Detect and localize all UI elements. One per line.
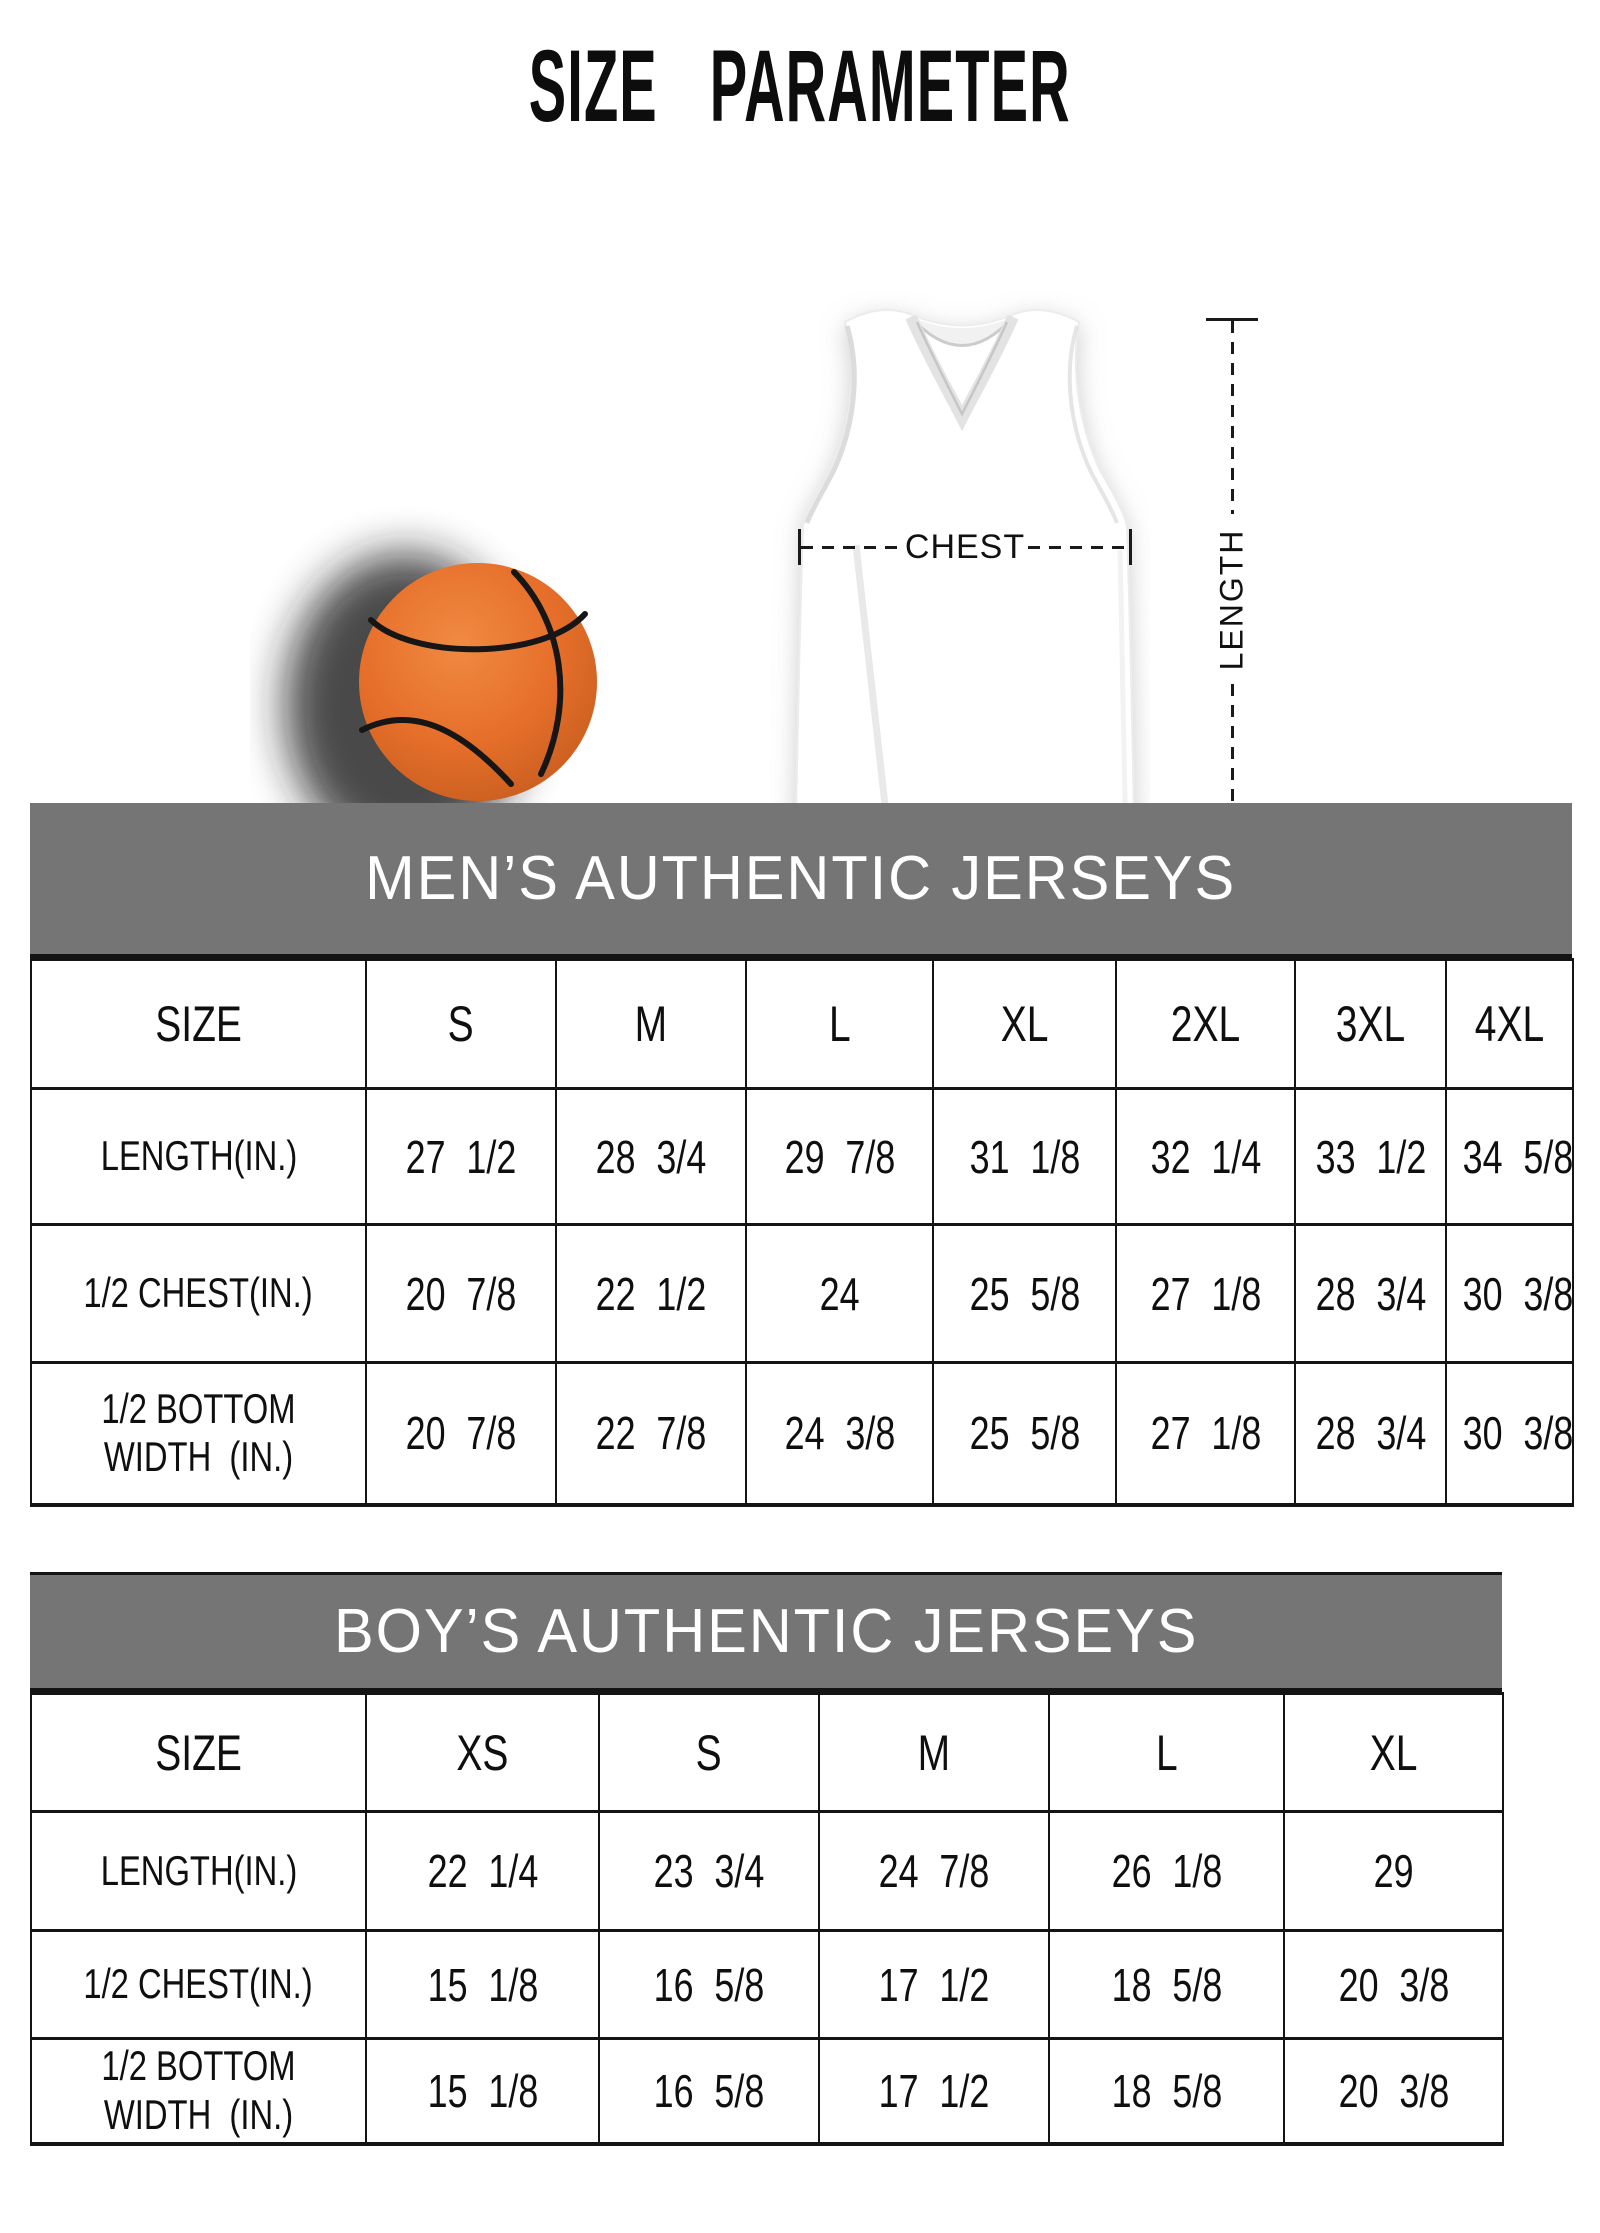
- chest-tick-left: [798, 529, 801, 565]
- length-dimension-line: LENGTH: [1204, 318, 1260, 880]
- row-label: LENGTH(IN.): [30, 1087, 367, 1226]
- mens-chest-row: 1/2 CHEST(IN.) 20 7/8 22 1/2 24 25 5/8 2…: [30, 1223, 1574, 1364]
- page-title: SIZE PARAMETER: [0, 28, 1600, 144]
- chest-tick-right: [1129, 529, 1133, 565]
- boys-chest-row: 1/2 CHEST(IN.) 15 1/8 16 5/8 17 1/2 18 5…: [30, 1929, 1504, 2040]
- table-cell: 15 1/8: [365, 1929, 600, 2040]
- table-cell: 32 1/4: [1115, 1087, 1296, 1226]
- table-cell: 26 1/8: [1048, 1810, 1285, 1932]
- ball-body: [359, 563, 597, 801]
- boys-length-row: LENGTH(IN.) 22 1/4 23 3/4 24 7/8 26 1/8 …: [30, 1810, 1504, 1932]
- table-cell: 20 7/8: [365, 1223, 557, 1364]
- boys-corner-label: SIZE: [155, 1724, 242, 1781]
- boys-table-banner: BOY’S AUTHENTIC JERSEYS: [30, 1572, 1502, 1692]
- jersey-left-armhole: [804, 325, 857, 524]
- table-cell: 28 3/4: [555, 1087, 747, 1226]
- table-cell: 29 7/8: [745, 1087, 934, 1226]
- mens-header-row: SIZE S M L XL 2XL 3XL 4XL: [30, 958, 1574, 1090]
- table-cell: 17 1/2: [818, 1929, 1050, 2040]
- boys-bottom-width-row: 1/2 BOTTOM WIDTH (IN.) 15 1/8 16 5/8 17 …: [30, 2037, 1504, 2145]
- table-cell: 16 5/8: [598, 2037, 820, 2145]
- table-cell: 22 1/4: [365, 1810, 600, 1932]
- jersey-fold-line-right: [1117, 549, 1129, 851]
- mens-table-title: MEN’S AUTHENTIC JERSEYS: [365, 844, 1237, 913]
- mens-size-table: SIZE S M L XL 2XL 3XL 4XL LENGTH(IN.) 27…: [30, 958, 1574, 1507]
- column-header: M: [818, 1692, 1050, 1813]
- table-cell: 23 3/4: [598, 1810, 820, 1932]
- row-label: 1/2 BOTTOM WIDTH (IN.): [30, 1361, 367, 1506]
- table-cell: 22 7/8: [555, 1361, 747, 1506]
- row-label: 1/2 BOTTOM WIDTH (IN.): [30, 2037, 367, 2145]
- table-cell: 29: [1283, 1810, 1504, 1932]
- column-header: S: [598, 1692, 820, 1813]
- table-cell: 28 3/4: [1294, 1361, 1447, 1506]
- jersey-vneck-band: [905, 314, 1019, 432]
- table-cell: 27 1/8: [1115, 1361, 1296, 1506]
- table-cell: 24 3/8: [745, 1361, 934, 1506]
- table-cell: 17 1/2: [818, 2037, 1050, 2145]
- column-header: S: [365, 958, 557, 1090]
- mens-table-banner: MEN’S AUTHENTIC JERSEYS: [30, 803, 1572, 958]
- table-cell: 18 5/8: [1048, 2037, 1285, 2145]
- boys-corner-cell: SIZE: [30, 1692, 367, 1813]
- column-header: 4XL: [1445, 958, 1574, 1090]
- table-cell: 30 3/8: [1445, 1361, 1574, 1506]
- column-header: L: [1048, 1692, 1285, 1813]
- chest-label: CHEST: [904, 527, 1026, 566]
- table-cell: 16 5/8: [598, 1929, 820, 2040]
- row-label: LENGTH(IN.): [30, 1810, 367, 1932]
- column-header: XL: [932, 958, 1117, 1090]
- boys-header-row: SIZE XS S M L XL: [30, 1692, 1504, 1813]
- column-header: XL: [1283, 1692, 1504, 1813]
- table-cell: 15 1/8: [365, 2037, 600, 2145]
- chest-dash-right: [1028, 545, 1130, 549]
- table-cell: 22 1/2: [555, 1223, 747, 1364]
- table-cell: 24: [745, 1223, 934, 1364]
- table-cell: 20 7/8: [365, 1361, 557, 1506]
- page-title-text: SIZE PARAMETER: [528, 28, 1072, 143]
- column-header: L: [745, 958, 934, 1090]
- mens-length-row: LENGTH(IN.) 27 1/2 28 3/4 29 7/8 31 1/8 …: [30, 1087, 1574, 1226]
- table-cell: 31 1/8: [932, 1087, 1117, 1226]
- mens-corner-label: SIZE: [155, 996, 242, 1052]
- table-cell: 20 3/8: [1283, 1929, 1504, 2040]
- basketball-icon: [285, 553, 597, 857]
- table-cell: 25 5/8: [932, 1361, 1117, 1506]
- row-label: 1/2 CHEST(IN.): [30, 1929, 367, 2040]
- row-label: 1/2 CHEST(IN.): [30, 1223, 367, 1364]
- table-cell: 28 3/4: [1294, 1223, 1447, 1364]
- boys-table-title: BOY’S AUTHENTIC JERSEYS: [333, 1597, 1199, 1666]
- table-cell: 34 5/8: [1445, 1087, 1574, 1226]
- table-cell: 27 1/8: [1115, 1223, 1296, 1364]
- table-cell: 27 1/2: [365, 1087, 557, 1226]
- measurement-illustration: CHEST LENGTH: [0, 140, 1600, 900]
- table-cell: 25 5/8: [932, 1223, 1117, 1364]
- column-header: 3XL: [1294, 958, 1447, 1090]
- length-label-box: LENGTH: [1161, 514, 1303, 684]
- boys-size-table: SIZE XS S M L XL LENGTH(IN.) 22 1/4 23 3…: [30, 1692, 1504, 2146]
- column-header: M: [555, 958, 747, 1090]
- jersey-body: [793, 309, 1137, 885]
- length-dash-bottom: [1230, 684, 1234, 877]
- jersey-illustration: [793, 309, 1137, 900]
- table-cell: 30 3/8: [1445, 1223, 1574, 1364]
- column-header: 2XL: [1115, 958, 1296, 1090]
- length-tick-top: [1206, 318, 1258, 321]
- jersey-right-armhole: [1067, 325, 1119, 524]
- table-cell: 18 5/8: [1048, 1929, 1285, 2040]
- jersey-vneck-inner-line: [915, 321, 1009, 417]
- ball-seams: [359, 569, 588, 787]
- mens-bottom-width-row: 1/2 BOTTOM WIDTH (IN.) 20 7/8 22 7/8 24 …: [30, 1361, 1574, 1506]
- table-cell: 24 7/8: [818, 1810, 1050, 1932]
- table-cell: 20 3/8: [1283, 2037, 1504, 2145]
- table-cell: 33 1/2: [1294, 1087, 1447, 1226]
- mens-corner-cell: SIZE: [30, 958, 367, 1090]
- length-dash-top: [1230, 321, 1234, 514]
- chest-dash-left: [801, 545, 902, 549]
- chest-dimension-line: CHEST: [798, 527, 1133, 566]
- length-label: LENGTH: [1213, 528, 1250, 670]
- column-header: XS: [365, 1692, 600, 1813]
